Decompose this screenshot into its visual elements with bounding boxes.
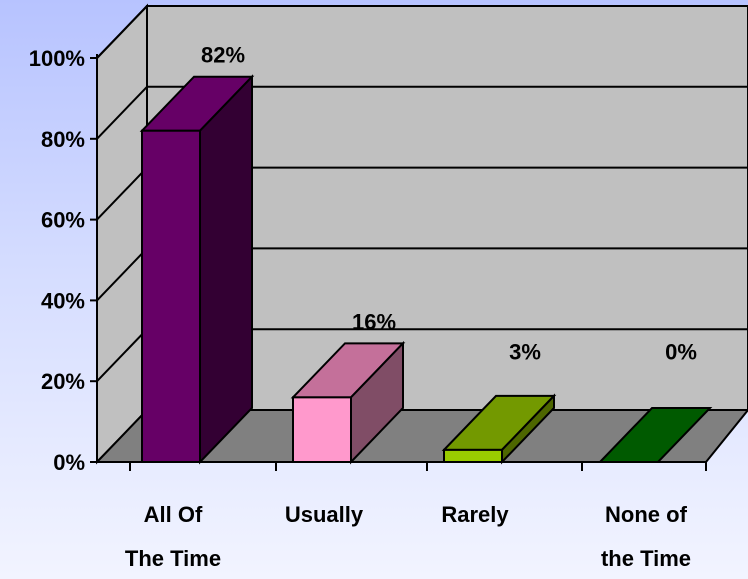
data-label: 3% (509, 340, 541, 365)
category-labels: All Of The Time Usually Rarely None of the Ti… (125, 502, 691, 571)
bar-side (199, 74, 253, 465)
y-tick-label: 0% (53, 450, 85, 475)
bar-front (443, 448, 503, 464)
gridline-side (96, 328, 148, 382)
category-label: Rarely (441, 502, 509, 527)
y-tick-label: 20% (41, 369, 85, 394)
bars (139, 74, 713, 465)
category-label: None of (605, 502, 688, 527)
category-label: the Time (601, 546, 691, 571)
bar (290, 340, 406, 465)
side-wall (96, 3, 148, 465)
category-label: The Time (125, 546, 221, 571)
bar (441, 393, 557, 465)
y-tick-label: 60% (41, 208, 85, 233)
y-tick-label: 100% (29, 46, 85, 71)
category-label: All Of (144, 502, 203, 527)
gridline-side (96, 247, 148, 302)
y-tick-label: 80% (41, 127, 85, 152)
bar-front (292, 396, 352, 463)
bar (139, 74, 255, 465)
bar (597, 407, 713, 463)
gridline-side (96, 5, 148, 59)
data-label: 82% (201, 43, 245, 68)
data-label: 16% (352, 309, 396, 334)
bar-front (141, 129, 201, 463)
bar-top (597, 407, 713, 463)
y-tick-labels: 0% 20% 40% 60% 80% 100% (29, 46, 85, 475)
data-labels: 82% 16% 3% 0% (201, 43, 697, 365)
gridline-side (96, 166, 148, 221)
category-label: Usually (285, 502, 364, 527)
data-label: 0% (665, 340, 697, 365)
gridline-side (96, 86, 148, 140)
y-tick-label: 40% (41, 288, 85, 313)
